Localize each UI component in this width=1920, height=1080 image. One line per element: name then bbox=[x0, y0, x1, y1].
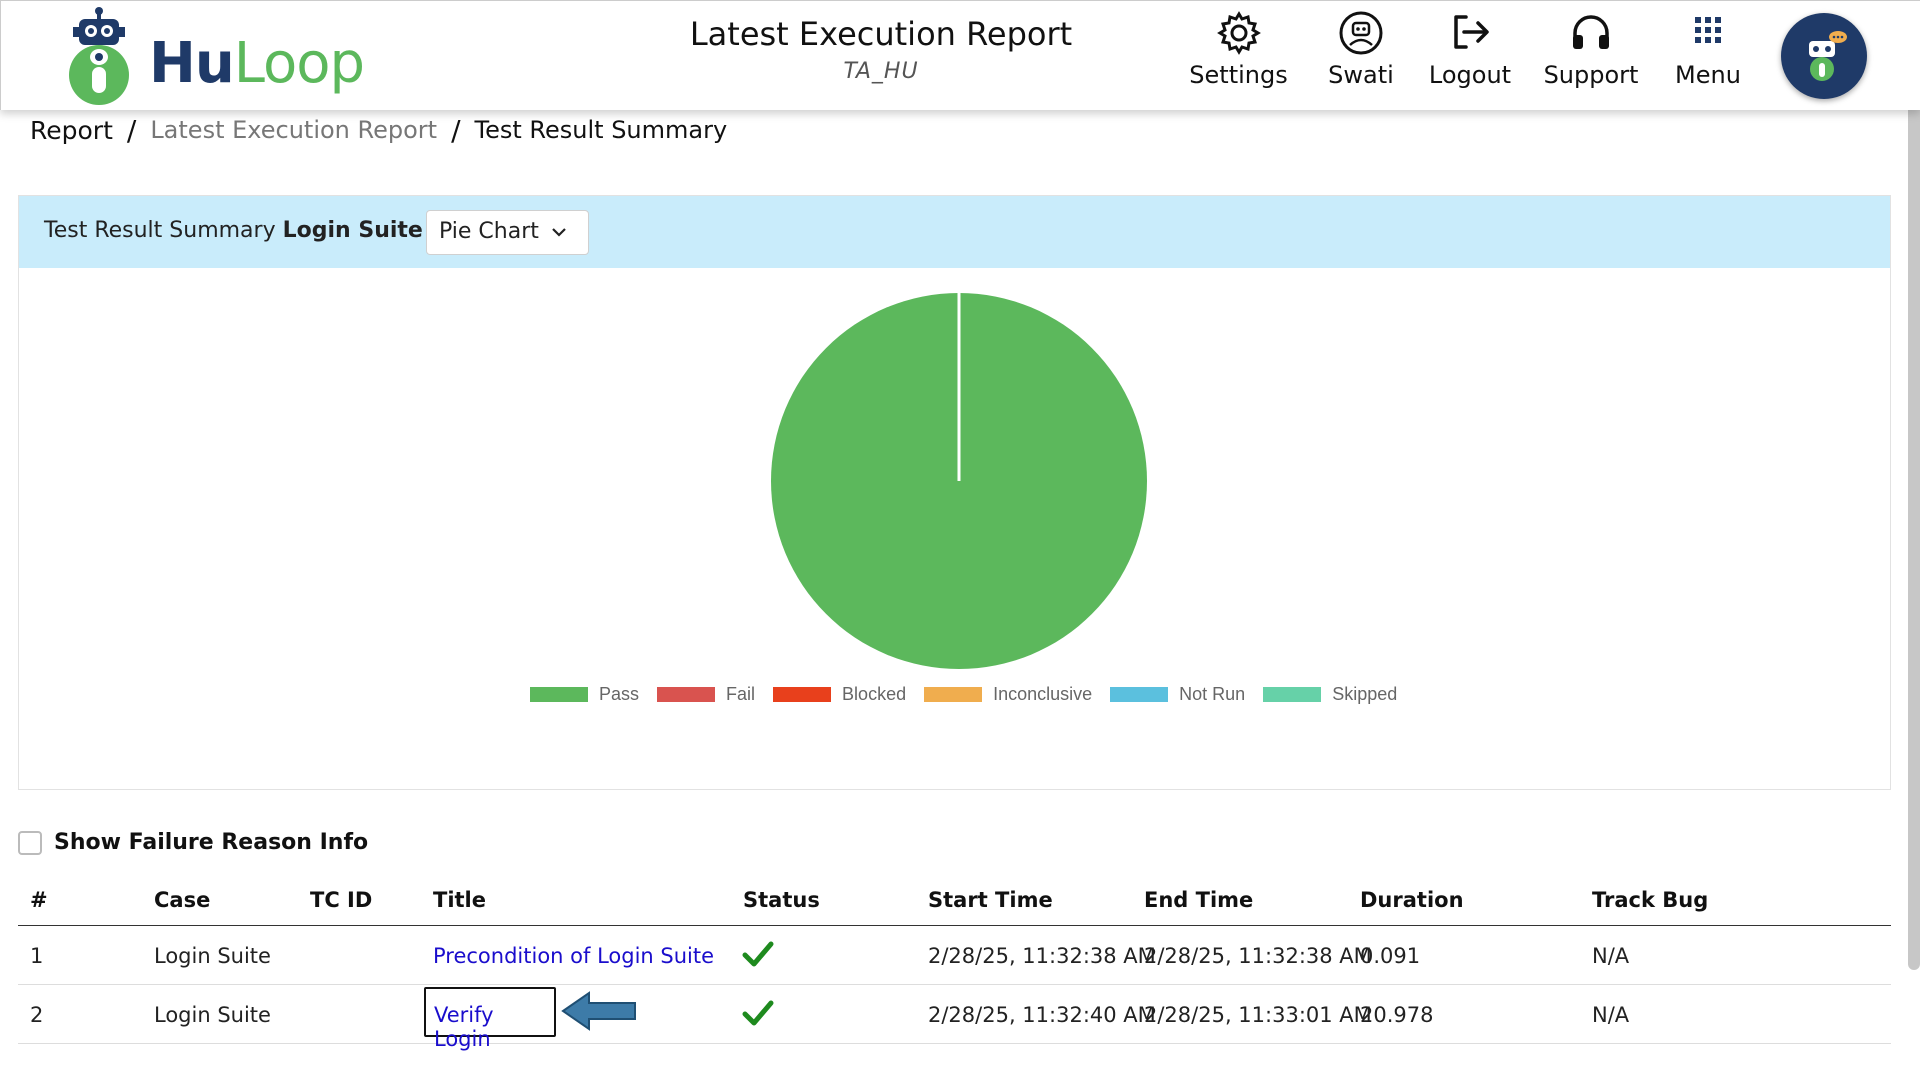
cell-case: Login Suite bbox=[154, 1003, 271, 1027]
legend-swatch bbox=[1110, 686, 1169, 702]
highlight-box: Verify Login bbox=[424, 987, 556, 1051]
cell-start-time: 2/28/25, 11:32:40 AM bbox=[928, 1003, 1156, 1027]
col-header-title: Title bbox=[433, 888, 487, 912]
pie-chart bbox=[771, 293, 1147, 669]
cell-duration: 20.978 bbox=[1360, 1003, 1434, 1027]
legend-label: Blocked bbox=[842, 683, 907, 704]
col-header-end-time: End Time bbox=[1144, 888, 1254, 912]
test-title-link[interactable]: Verify Login bbox=[434, 1003, 494, 1051]
suite-name: Login Suite bbox=[282, 218, 423, 243]
breadcrumb-separator: / bbox=[126, 113, 137, 147]
test-title-link[interactable]: Precondition of Login Suite bbox=[433, 944, 715, 968]
cell-end-time: 2/28/25, 11:33:01 AM bbox=[1144, 1003, 1372, 1027]
cell-number: 2 bbox=[30, 1003, 44, 1027]
settings-button[interactable]: Settings bbox=[1186, 9, 1291, 99]
logo-text-hu: Hu bbox=[149, 31, 235, 96]
legend-label: Inconclusive bbox=[993, 683, 1093, 704]
cell-track-bug: N/A bbox=[1592, 1003, 1630, 1027]
cell-case: Login Suite bbox=[154, 944, 271, 968]
logout-button[interactable]: Logout bbox=[1421, 9, 1519, 99]
pass-check-icon bbox=[742, 1000, 774, 1026]
failure-reason-checkbox[interactable] bbox=[18, 830, 42, 855]
legend-label: Not Run bbox=[1179, 683, 1246, 704]
legend-item-fail[interactable]: Fail bbox=[657, 684, 755, 705]
pointer-arrow-icon bbox=[561, 991, 636, 1031]
table-header: # Case TC ID Title Status Start Time End… bbox=[18, 880, 1891, 926]
breadcrumb-latest-execution-link[interactable]: Latest Execution Report bbox=[150, 116, 438, 144]
project-subtitle: TA_HU bbox=[843, 59, 919, 84]
col-header-duration: Duration bbox=[1360, 888, 1464, 912]
legend-item-pass[interactable]: Pass bbox=[530, 684, 639, 705]
menu-label: Menu bbox=[1675, 61, 1741, 89]
logout-label: Logout bbox=[1428, 61, 1512, 89]
legend-swatch bbox=[924, 686, 983, 702]
user-robot-icon bbox=[1339, 11, 1383, 55]
failure-reason-toggle[interactable]: Show Failure Reason Info bbox=[18, 830, 368, 855]
panel-header: Test Result Summary Login Suite Pie Char… bbox=[19, 196, 1890, 268]
breadcrumb-separator: / bbox=[451, 113, 461, 147]
col-header-tcid: TC ID bbox=[310, 888, 373, 912]
col-header-status: Status bbox=[743, 888, 820, 912]
gear-icon bbox=[1216, 11, 1261, 55]
assistant-avatar-button[interactable] bbox=[1781, 13, 1867, 99]
table-row: 1 Login Suite Precondition of Login Suit… bbox=[18, 926, 1891, 985]
logo-text-loop: Loop bbox=[233, 31, 365, 96]
headset-icon bbox=[1573, 15, 1609, 49]
chevron-down-icon bbox=[552, 228, 566, 237]
menu-button[interactable]: Menu bbox=[1671, 9, 1745, 99]
panel-title: Test Result Summary Login Suite bbox=[44, 218, 423, 243]
col-header-case: Case bbox=[154, 888, 211, 912]
legend-label: Pass bbox=[599, 683, 640, 704]
cell-duration: 0.091 bbox=[1360, 944, 1421, 968]
failure-reason-label: Show Failure Reason Info bbox=[54, 830, 369, 855]
col-header-start-time: Start Time bbox=[928, 888, 1053, 912]
support-label: Support bbox=[1543, 61, 1639, 89]
user-profile-button[interactable]: Swati bbox=[1321, 9, 1401, 99]
app-header: HuLoop Latest Execution Report TA_HU Set… bbox=[0, 0, 1920, 110]
cell-track-bug: N/A bbox=[1592, 944, 1630, 968]
legend-label: Skipped bbox=[1332, 683, 1398, 704]
breadcrumb-report-link[interactable]: Report bbox=[30, 115, 113, 145]
page-scrollbar[interactable] bbox=[1908, 58, 1920, 970]
panel-title-prefix: Test Result Summary bbox=[44, 218, 276, 243]
logout-icon bbox=[1454, 15, 1489, 49]
user-name-label: Swati bbox=[1328, 61, 1394, 89]
results-table: # Case TC ID Title Status Start Time End… bbox=[18, 880, 1891, 1051]
legend-swatch bbox=[1263, 686, 1322, 702]
support-button[interactable]: Support bbox=[1541, 9, 1641, 99]
test-result-summary-panel: Test Result Summary Login Suite Pie Char… bbox=[18, 195, 1891, 790]
legend-item-not-run[interactable]: Not Run bbox=[1110, 684, 1245, 705]
cell-end-time: 2/28/25, 11:32:38 AM bbox=[1144, 944, 1372, 968]
col-header-track-bug: Track Bug bbox=[1592, 888, 1709, 912]
legend-item-inconclusive[interactable]: Inconclusive bbox=[924, 684, 1092, 705]
table-row: 2 Login Suite Verify Login 2/28/25, 11:3… bbox=[18, 985, 1891, 1051]
page-title: Latest Execution Report bbox=[689, 15, 1073, 53]
legend-item-skipped[interactable]: Skipped bbox=[1263, 684, 1397, 705]
legend-swatch bbox=[773, 686, 832, 702]
pass-check-icon bbox=[742, 941, 774, 967]
legend-item-blocked[interactable]: Blocked bbox=[773, 684, 906, 705]
robot-assistant-icon bbox=[1809, 31, 1847, 81]
cell-number: 1 bbox=[30, 944, 44, 968]
legend-swatch bbox=[657, 686, 716, 702]
settings-label: Settings bbox=[1189, 61, 1288, 89]
col-header-number: # bbox=[30, 888, 48, 912]
legend-label: Fail bbox=[726, 683, 756, 704]
cell-start-time: 2/28/25, 11:32:38 AM bbox=[928, 944, 1156, 968]
legend-swatch bbox=[530, 686, 588, 702]
grid-icon bbox=[1695, 17, 1721, 43]
chart-type-dropdown[interactable]: Pie Chart bbox=[426, 210, 589, 255]
chart-type-value: Pie Chart bbox=[439, 219, 539, 244]
breadcrumb-current: Test Result Summary bbox=[474, 116, 728, 144]
robot-mascot-icon bbox=[69, 7, 129, 105]
chart-legend: Pass Fail Blocked Inconclusive Not Run Skippe… bbox=[530, 679, 1415, 709]
breadcrumb: Report / Latest Execution Report / Test … bbox=[30, 110, 727, 150]
huloop-logo[interactable]: HuLoop bbox=[61, 5, 365, 109]
